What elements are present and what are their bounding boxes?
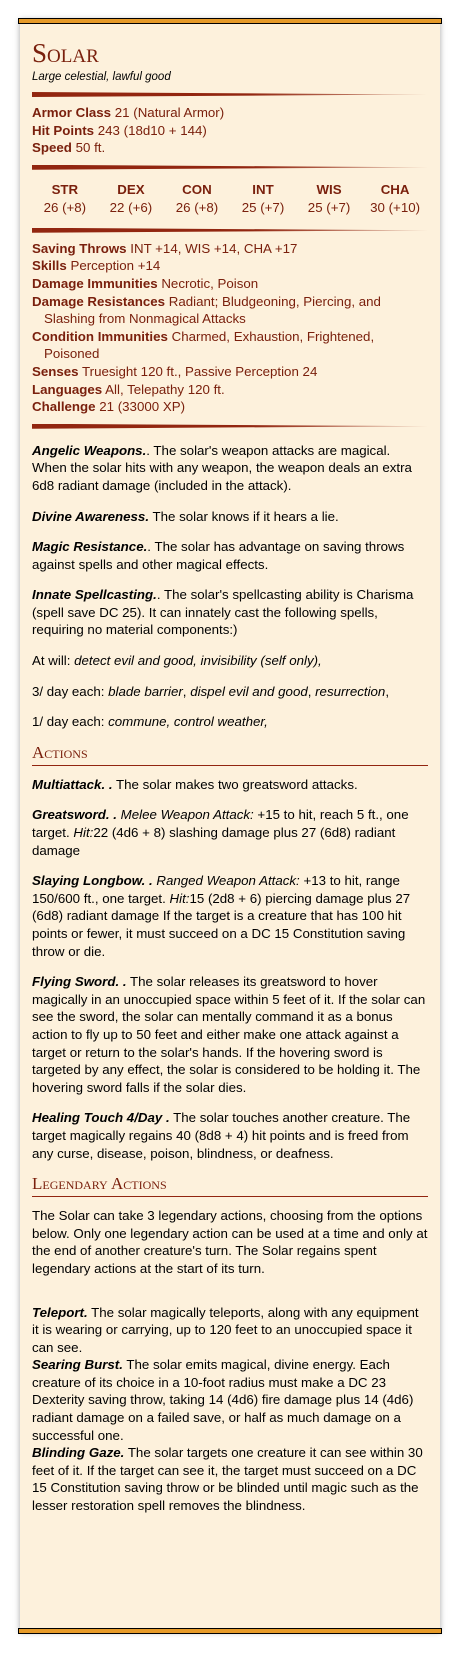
action-multiattack: Multiattack. . The solar makes two great…: [32, 776, 358, 792]
ability-con: CON 26 (+8): [175, 181, 219, 215]
condition-immunities: Condition Immunities Charmed, Exhaustion…: [32, 328, 375, 362]
spells-3-per-day: 3/ day each: blade barrier, dispel evil …: [32, 683, 390, 699]
legendary-searing-burst: Searing Burst. The solar emits magical, …: [32, 1357, 414, 1443]
stat-block: Solar Large celestial, lawful good Armor…: [18, 18, 442, 1634]
action-slaying-longbow: Slaying Longbow. . Ranged Weapon Attack:…: [32, 873, 411, 959]
traits: Angelic Weapons.. The solar's weapon att…: [32, 442, 428, 731]
trait-innate-spellcasting: Innate Spellcasting.. The solar's spellc…: [32, 587, 414, 638]
skills: Skills Perception +14: [32, 258, 161, 274]
ability-cha: CHA 30 (+10): [370, 181, 421, 215]
challenge: Challenge 21 (33000 XP): [32, 399, 185, 415]
actions-heading: Actions: [32, 743, 428, 766]
legendary-actions: The Solar can take 3 legendary actions, …: [32, 1207, 428, 1515]
basic-stats: Armor Class 21 (Natural Armor) Hit Point…: [32, 104, 428, 157]
ability-str: STR 26 (+8): [43, 181, 87, 215]
damage-resistances: Damage Resistances Radiant; Bludgeoning,…: [32, 293, 381, 327]
trait-magic-resistance: Magic Resistance.. The solar has advanta…: [32, 539, 405, 572]
legendary-teleport: Teleport. The solar magically teleports,…: [32, 1304, 419, 1355]
ability-dex: DEX 22 (+6): [109, 181, 153, 215]
tapered-rule: [32, 164, 428, 170]
ability-int: INT 25 (+7): [241, 181, 285, 215]
legendary-intro: The Solar can take 3 legendary actions, …: [32, 1208, 428, 1276]
action-greatsword: Greatsword. . Melee Weapon Attack: +15 t…: [32, 807, 409, 858]
creature-name: Solar: [32, 38, 99, 68]
trait-divine-awareness: Divine Awareness. The solar knows if it …: [32, 508, 339, 524]
creature-meta: Large celestial, lawful good: [32, 71, 171, 83]
properties: Saving Throws INT +14, WIS +14, CHA +17 …: [32, 240, 428, 416]
actions: Multiattack. . The solar makes two great…: [32, 776, 428, 1162]
action-healing-touch: Healing Touch 4/Day . The solar touches …: [32, 1110, 411, 1161]
tapered-rule: [32, 423, 428, 429]
tapered-rule: [32, 92, 428, 97]
armor-class: Armor Class 21 (Natural Armor): [32, 105, 225, 120]
spells-1-per-day: 1/ day each: commune, control weather,: [32, 714, 268, 730]
languages: Languages All, Telepathy 120 ft.: [32, 381, 225, 397]
senses: Senses Truesight 120 ft., Passive Percep…: [32, 363, 318, 379]
speed: Speed 50 ft.: [32, 140, 106, 156]
legendary-actions-heading: Legendary Actions: [32, 1174, 428, 1198]
tapered-rule: [32, 227, 428, 233]
hit-points: Hit Points 243 (18d10 + 144): [32, 122, 207, 138]
action-flying-sword: Flying Sword. . The solar releases its g…: [32, 974, 426, 1095]
bottom-border-bar: [18, 1628, 442, 1634]
spells-at-will: At will: detect evil and good, invisibil…: [32, 653, 322, 669]
legendary-blinding-gaze: Blinding Gaze. The solar targets one cre…: [32, 1445, 423, 1514]
ability-wis: WIS 25 (+7): [307, 181, 351, 215]
damage-immunities: Damage Immunities Necrotic, Poison: [32, 275, 259, 291]
saving-throws: Saving Throws INT +14, WIS +14, CHA +17: [32, 240, 298, 256]
trait-angelic-weapons: Angelic Weapons.. The solar's weapon att…: [32, 442, 412, 493]
ability-scores: STR 26 (+8) DEX 22 (+6) CON 26 (+8) INT 25 (…: [32, 177, 428, 220]
top-border-bar: [18, 18, 442, 24]
